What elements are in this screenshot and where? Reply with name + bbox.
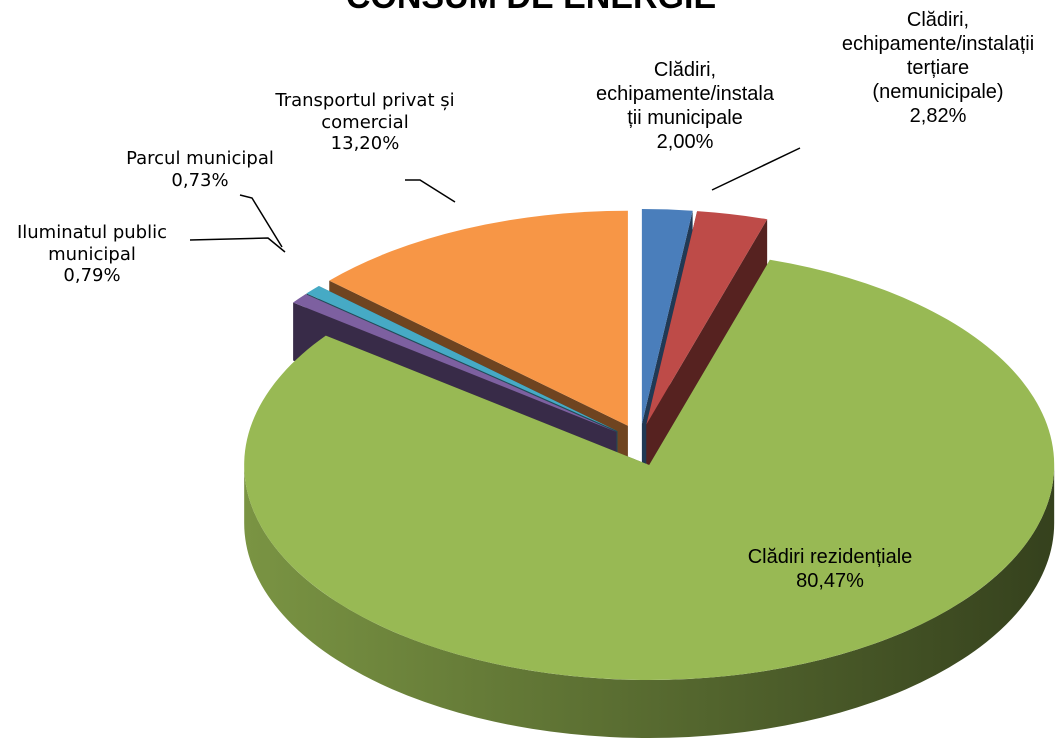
value-label: 13,20% xyxy=(330,133,400,155)
value-label: 0,79% xyxy=(63,265,121,287)
value-label: 2,82% xyxy=(909,105,967,127)
category-label: Parcul municipal xyxy=(126,148,274,169)
slice-label: Clădiri, echipamente/instalații terțiare… xyxy=(841,8,1036,128)
slice xyxy=(293,294,617,432)
chart-title: CONSUM DE ENERGIE xyxy=(0,0,1062,17)
value-label: 80,47% xyxy=(796,570,864,592)
slice xyxy=(646,211,768,425)
leader-line xyxy=(405,179,456,203)
slice-label: Iluminatul public municipal 0,79% xyxy=(5,222,180,287)
slice xyxy=(641,209,693,425)
value-label: 2,00% xyxy=(656,131,714,153)
slice-label: Clădiri rezidențiale 80,47% xyxy=(700,545,960,593)
leader-line xyxy=(189,237,286,253)
slice xyxy=(329,210,628,426)
leader-line xyxy=(711,147,801,191)
category-label: Clădiri, echipamente/instalații municipa… xyxy=(596,59,774,129)
slice-label: Transportul privat și comercial 13,20% xyxy=(245,90,485,155)
value-label: 0,73% xyxy=(171,169,229,191)
category-label: Clădiri rezidențiale xyxy=(747,546,913,568)
slice-label: Clădiri, echipamente/instalații municipa… xyxy=(595,58,775,154)
slice-side xyxy=(646,219,768,483)
slice xyxy=(306,285,618,432)
category-label: Iluminatul public municipal xyxy=(16,222,168,265)
slice-label: Parcul municipal 0,73% xyxy=(105,148,295,191)
leader-line xyxy=(239,194,283,248)
slice-wall xyxy=(244,464,1055,738)
category-label: Transportul privat și comercial xyxy=(275,90,455,133)
category-label: Clădiri, echipamente/instalații terțiare… xyxy=(841,9,1035,103)
slice xyxy=(244,259,1055,680)
